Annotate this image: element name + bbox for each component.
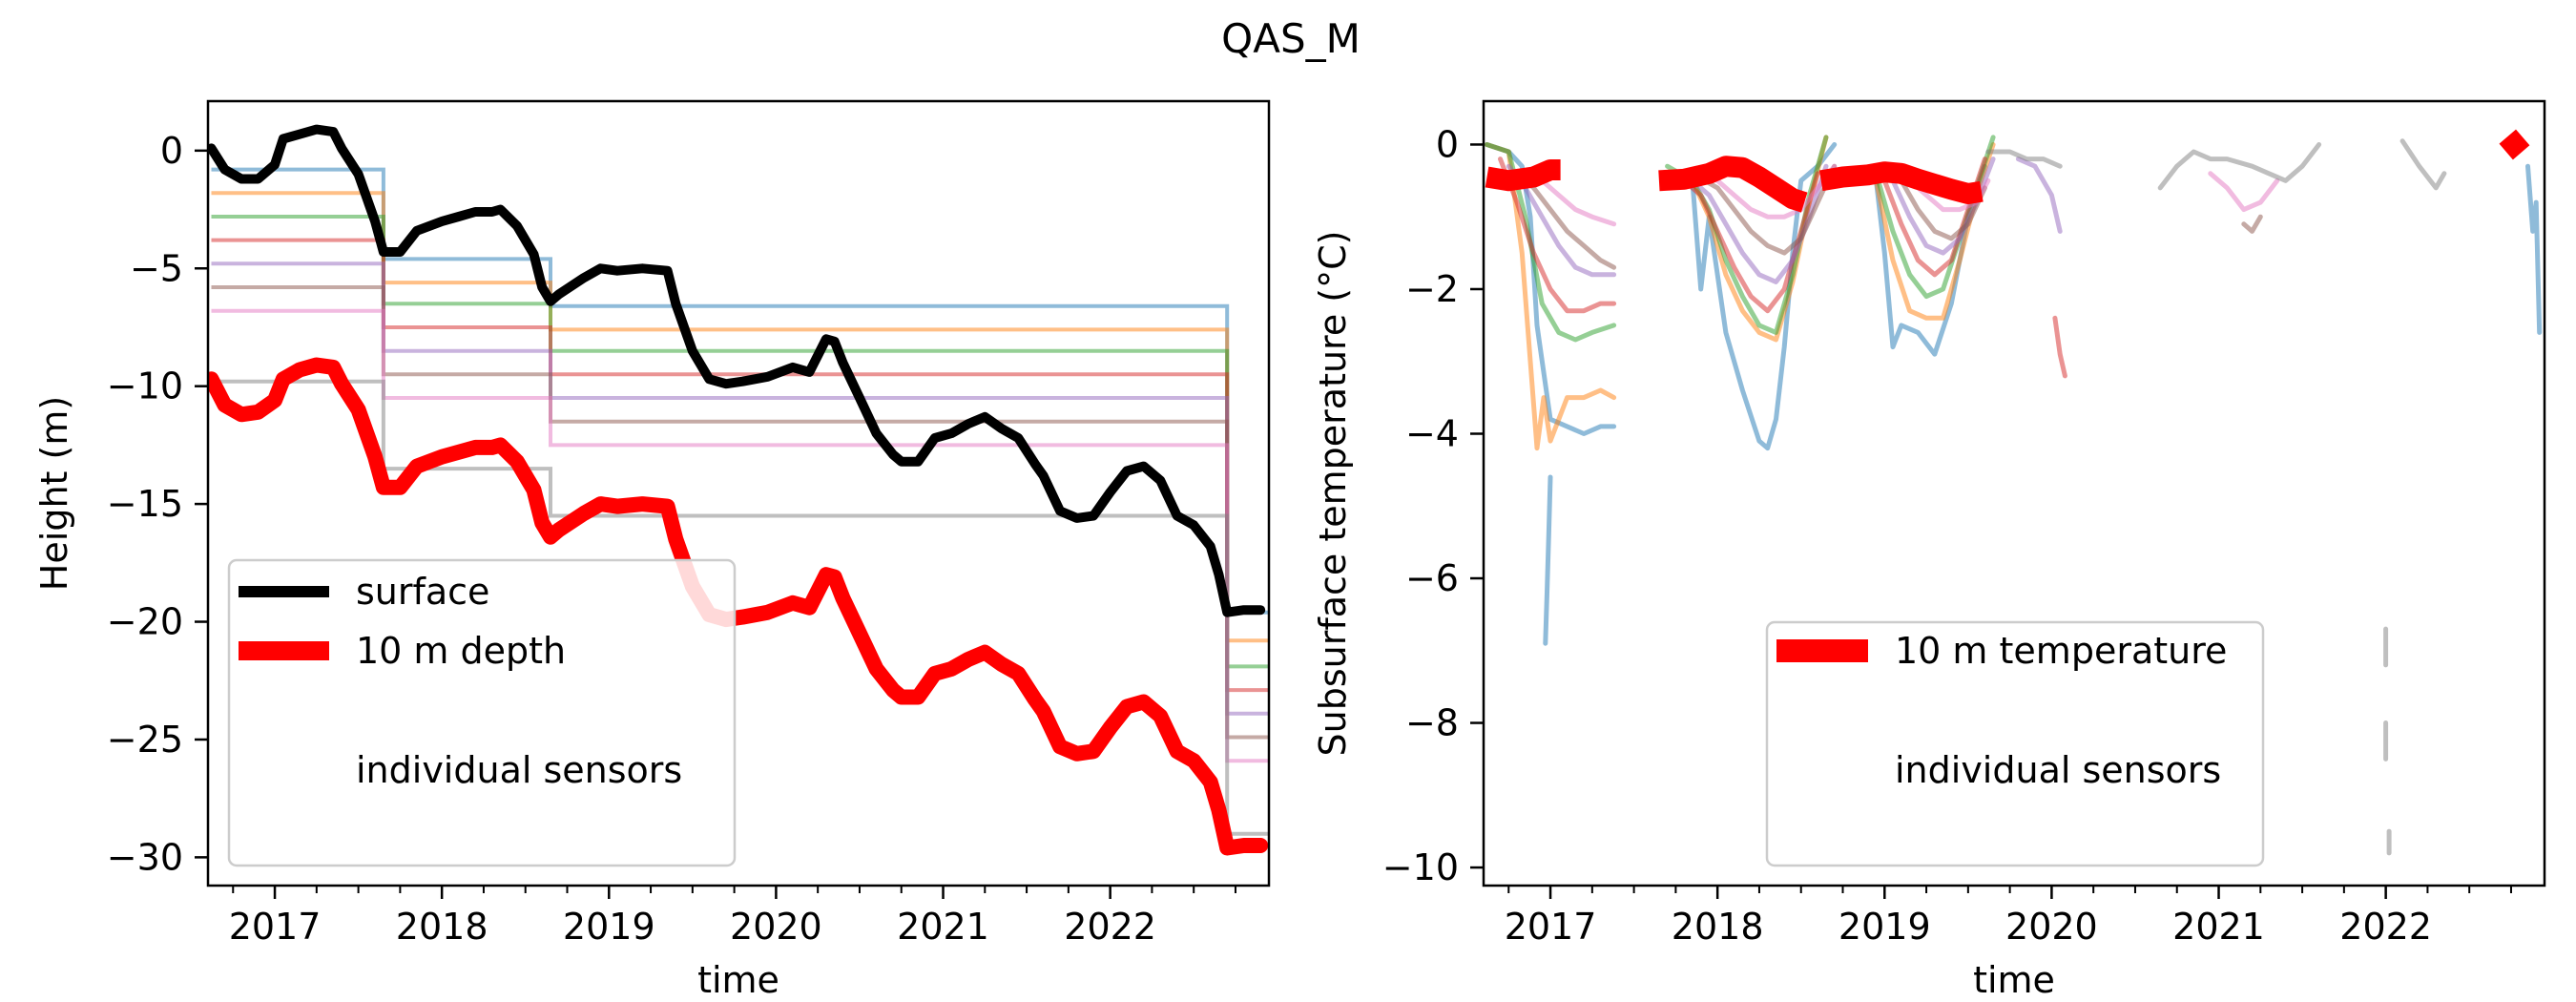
sensor-trace-5-0: [1514, 171, 1617, 270]
sensor-trace-7-0: [1985, 149, 2063, 169]
sensor-trace-3-2: [1881, 157, 1987, 278]
temperature-y-axis-label: Subsurface temperature (°C): [1312, 231, 1354, 757]
x-tick-label: 2020: [2005, 906, 2098, 948]
height-axes-frame: [206, 99, 1271, 887]
x-tick-label: 2020: [730, 906, 822, 948]
sensor-trace-7-2: [2399, 138, 2447, 191]
temperature-10m-line-2: [1818, 161, 1984, 204]
sensor-trace-5-1: [1690, 163, 1838, 256]
height-panel: 2017 2018 2019 2020 2021 2022 0 −5 −10 −15 −20 −25…: [33, 99, 1271, 1001]
sensor-trace-7-1: [2157, 142, 2322, 191]
y-tick-label: −5: [130, 247, 183, 289]
sensor-trace-5-3: [2241, 214, 2263, 234]
x-tick-label: 2019: [1839, 906, 1931, 948]
temperature-axes-frame: [1482, 99, 2546, 887]
height-x-axis-label: time: [697, 959, 779, 1001]
x-tick-label: 2021: [2172, 906, 2265, 948]
legend-10m-temperature-label: 10 m temperature: [1895, 630, 2227, 672]
y-tick-label: −6: [1405, 557, 1459, 599]
temperature-plot-area: [1485, 129, 2543, 856]
surface-line: [208, 124, 1266, 617]
temperature-panel: 2017 2018 2019 2020 2021 2022 0 −2 −4 −6 −8 −10 ti…: [1312, 99, 2546, 1001]
y-tick-label: −10: [1382, 846, 1459, 888]
sensor-trace-0-4: [2525, 163, 2543, 335]
x-tick-label: 2019: [563, 906, 655, 948]
height-x-ticks: 2017 2018 2019 2020 2021 2022: [229, 886, 1236, 948]
temperature-legend: 10 m temperature individual sensors: [1765, 620, 2265, 867]
y-tick-label: −4: [1405, 412, 1459, 454]
temperature-legend-box: [1765, 620, 2265, 867]
x-tick-label: 2022: [1064, 906, 1156, 948]
sensor-trace-6-1: [1698, 163, 1838, 219]
sensor-trace-1-0: [1485, 142, 1617, 451]
temperature-10m-line-3: [2499, 129, 2530, 160]
sensor-trace-0-1: [1543, 474, 1553, 646]
y-tick-label: 0: [160, 130, 183, 172]
y-tick-label: −20: [107, 601, 183, 643]
x-tick-label: 2018: [1672, 906, 1764, 948]
temperature-x-axis-label: time: [1973, 959, 2055, 1001]
height-y-axis-label: Height (m): [33, 396, 75, 591]
x-tick-label: 2021: [897, 906, 989, 948]
temperature-10m-line-1: [1658, 156, 1808, 213]
y-tick-label: −10: [107, 365, 183, 407]
height-legend: surface 10 m depth individual sensors: [227, 558, 737, 867]
legend-surface-label: surface: [356, 571, 489, 613]
sensor-trace-6-3: [2208, 171, 2280, 213]
sensor-step-7: [211, 379, 1269, 836]
legend-sensors-label: individual sensors: [356, 749, 682, 791]
sensor-trace-2-0: [1485, 142, 1617, 343]
y-tick-label: −15: [107, 483, 183, 525]
sensor-step-0: [211, 167, 1269, 615]
temperature-10m-line-0: [1485, 159, 1561, 192]
y-tick-label: −8: [1405, 702, 1459, 744]
figure-title: QAS_M: [1221, 15, 1361, 62]
sensor-trace-4-3: [2015, 157, 2063, 234]
y-tick-label: −30: [107, 836, 183, 878]
temperature-x-ticks: 2017 2018 2019 2020 2021 2022: [1505, 886, 2512, 948]
x-tick-label: 2017: [229, 906, 322, 948]
height-legend-box: [227, 558, 737, 867]
x-tick-label: 2022: [2339, 906, 2432, 948]
temperature-y-ticks: 0 −2 −4 −6 −8 −10: [1382, 123, 1484, 888]
legend-temp-sensors-label: individual sensors: [1895, 749, 2221, 791]
y-tick-label: −25: [107, 719, 183, 761]
y-tick-label: −2: [1405, 268, 1459, 310]
height-y-ticks: 0 −5 −10 −15 −20 −25 −30: [107, 130, 208, 878]
sensor-trace-5-2: [1899, 177, 1987, 241]
legend-depth-label: 10 m depth: [356, 630, 566, 672]
y-tick-label: 0: [1436, 123, 1459, 165]
x-tick-label: 2018: [396, 906, 488, 948]
x-tick-label: 2017: [1505, 906, 1597, 948]
sensor-trace-0-0: [1485, 142, 1617, 436]
sensor-trace-3-3: [2052, 315, 2067, 379]
sensor-trace-3-0: [1498, 157, 1617, 314]
